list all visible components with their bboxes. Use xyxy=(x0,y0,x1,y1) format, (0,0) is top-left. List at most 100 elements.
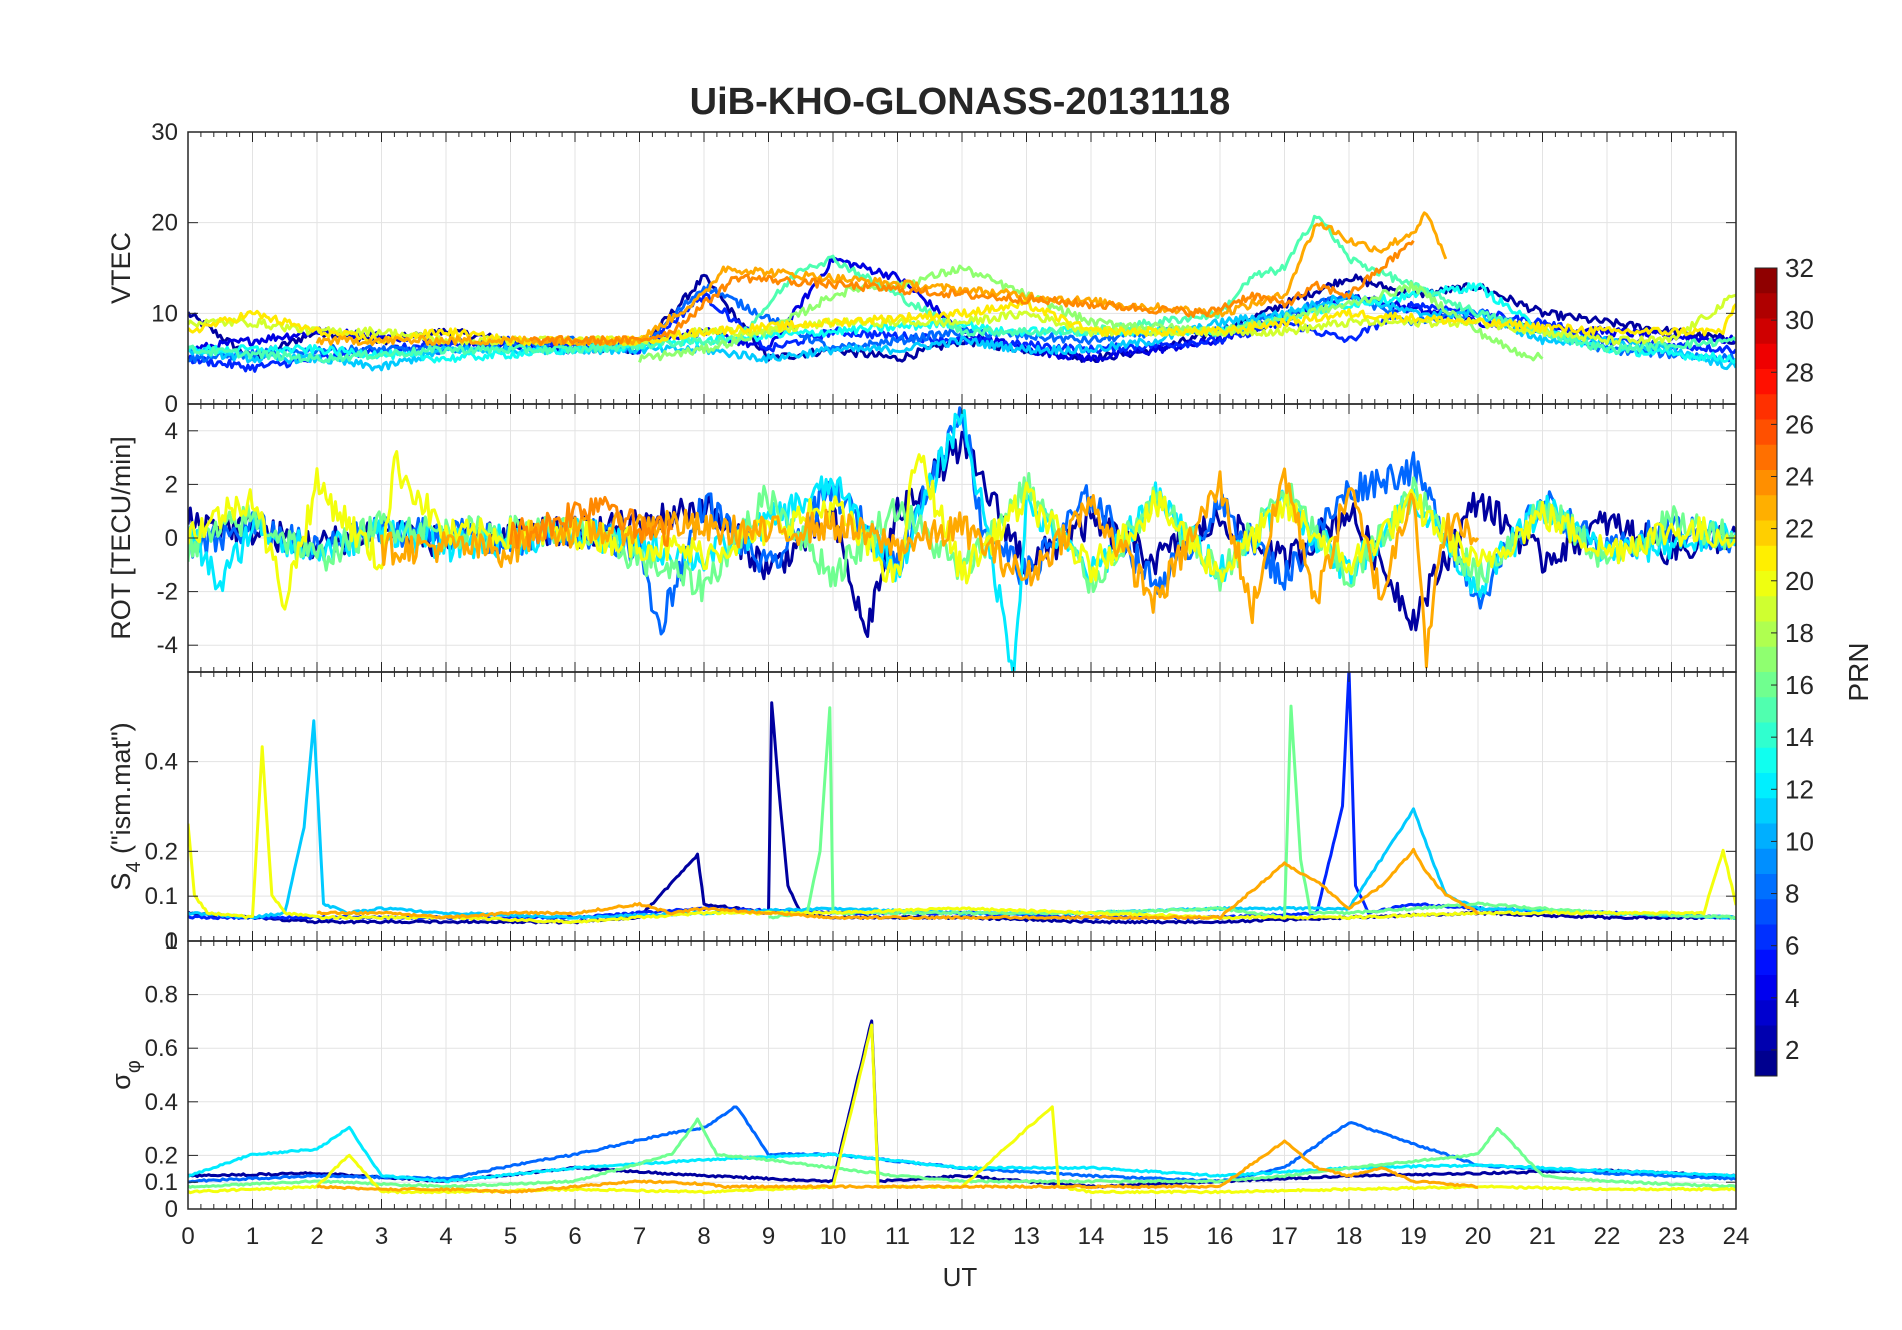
y-axis-label: VTEC xyxy=(106,232,136,304)
colorbar-segment xyxy=(1755,343,1777,370)
colorbar-tick-label: 10 xyxy=(1785,826,1814,856)
colorbar-segment xyxy=(1755,672,1777,698)
x-tick-label: 0 xyxy=(181,1223,194,1250)
series-line-prn-16 xyxy=(188,1117,1736,1189)
x-tick-label: 13 xyxy=(1013,1223,1040,1250)
panel-2: -4 -2 0 2 4 ROT [TECU/min] xyxy=(106,403,1737,673)
y-tick-label: 0.4 xyxy=(145,1089,178,1116)
colorbar-segment xyxy=(1755,470,1777,496)
x-tick-label: 5 xyxy=(504,1223,517,1250)
colorbar-segment xyxy=(1755,1025,1777,1052)
colorbar-tick-label: 20 xyxy=(1785,566,1814,596)
colorbar-label: PRN xyxy=(1843,642,1874,701)
colorbar-segment xyxy=(1755,293,1777,319)
x-tick-label: 15 xyxy=(1142,1223,1169,1250)
series-line-prn-13 xyxy=(188,282,1736,364)
y-tick-label: 30 xyxy=(151,119,178,146)
y-axis-label: S4 ("ism.mat") xyxy=(106,722,145,890)
colorbar-segment xyxy=(1755,394,1777,420)
colorbar-segment xyxy=(1755,924,1777,951)
x-tick-label: 14 xyxy=(1078,1223,1105,1250)
x-tick-label: 16 xyxy=(1207,1223,1234,1250)
y-tick-label: 0.1 xyxy=(145,1169,178,1196)
x-tick-label: 23 xyxy=(1658,1223,1685,1250)
colorbar-segment xyxy=(1755,621,1777,648)
colorbar-segment xyxy=(1755,722,1777,749)
x-tick-label: 11 xyxy=(885,1223,910,1250)
colorbar-tick-label: 8 xyxy=(1785,879,1799,909)
colorbar-segment xyxy=(1755,747,1777,774)
colorbar-segment xyxy=(1755,823,1777,850)
series-line-prn-16 xyxy=(768,704,1736,920)
x-tick-label: 22 xyxy=(1594,1223,1621,1250)
y-tick-label: 2 xyxy=(165,471,178,498)
colorbar-segment xyxy=(1755,520,1777,547)
series-line-prn-12 xyxy=(188,1125,1736,1184)
colorbar-frame xyxy=(1754,267,1778,1077)
y-tick-label: 0 xyxy=(165,1196,178,1223)
x-tick-label: 12 xyxy=(949,1223,976,1250)
colorbar-tick-label: 24 xyxy=(1785,462,1814,492)
y-axis-label-main: S xyxy=(106,873,136,891)
colorbar-tick-label: 26 xyxy=(1785,409,1814,439)
series-line-prn-24 xyxy=(509,495,674,550)
y-axis-label-sub: 4 xyxy=(123,862,145,873)
x-tick-label: 24 xyxy=(1723,1223,1750,1250)
colorbar-segment xyxy=(1755,899,1777,925)
y-tick-label: 4 xyxy=(165,418,178,445)
x-tick-label: 17 xyxy=(1271,1223,1298,1250)
colorbar-segment xyxy=(1755,596,1777,622)
series-line-prn-19 xyxy=(188,293,1736,347)
x-ticks xyxy=(187,672,1737,941)
colorbar-tick-label: 4 xyxy=(1785,983,1799,1013)
x-tick-label: 10 xyxy=(820,1223,847,1250)
series-group xyxy=(188,672,1736,925)
colorbar-segment xyxy=(1755,646,1777,673)
y-tick-label: 0.1 xyxy=(145,883,178,910)
y-axis-label: ROT [TECU/min] xyxy=(106,436,136,640)
colorbar-tick-label: 18 xyxy=(1785,618,1814,648)
series-line-prn-24 xyxy=(529,239,1415,346)
colorbar-segment xyxy=(1755,975,1777,1001)
x-ticks xyxy=(187,132,1737,404)
series-line-prn-17 xyxy=(638,264,1544,363)
x-tick-label: 4 xyxy=(439,1223,452,1250)
x-tick-label: 6 xyxy=(568,1223,581,1250)
x-tick-label: 19 xyxy=(1400,1223,1427,1250)
y-tick-label: 0 xyxy=(165,928,178,955)
x-tick-label: 18 xyxy=(1336,1223,1363,1250)
colorbar-segment xyxy=(1755,1000,1777,1026)
colorbar-segment xyxy=(1755,419,1777,446)
y-tick-label: 0.4 xyxy=(145,749,178,776)
x-tick-label: 1 xyxy=(246,1223,259,1250)
y-tick-label: 10 xyxy=(151,300,178,327)
colorbar-tick-label: 6 xyxy=(1785,931,1799,961)
x-tick-label: 2 xyxy=(310,1223,323,1250)
colorbar-tick-label: 22 xyxy=(1785,514,1814,544)
colorbar-tick-label: 16 xyxy=(1785,670,1814,700)
colorbar-segment xyxy=(1755,571,1777,597)
colorbar-segment xyxy=(1755,369,1777,395)
colorbar-segment xyxy=(1755,545,1777,572)
colorbar-segment xyxy=(1755,874,1777,900)
figure-title: UiB-KHO-GLONASS-20131118 xyxy=(690,81,1231,123)
colorbar-tick-label: 14 xyxy=(1785,722,1814,752)
series-line-prn-23 xyxy=(316,847,1480,921)
colorbar-tick-label: 32 xyxy=(1785,253,1814,283)
series-group xyxy=(188,211,1736,373)
y-tick-label: 0 xyxy=(165,391,178,418)
series-group xyxy=(188,1019,1736,1195)
x-ticks xyxy=(187,404,1737,672)
y-tick-label: 0 xyxy=(165,525,178,552)
x-tick-label: 21 xyxy=(1529,1223,1556,1250)
x-ticks xyxy=(187,941,1737,1209)
colorbar-tick-label: 30 xyxy=(1785,305,1814,335)
y-tick-label: 1 xyxy=(165,928,178,955)
y-axis-label-rest: ("ism.mat") xyxy=(106,722,136,861)
colorbar-segment xyxy=(1755,268,1777,294)
